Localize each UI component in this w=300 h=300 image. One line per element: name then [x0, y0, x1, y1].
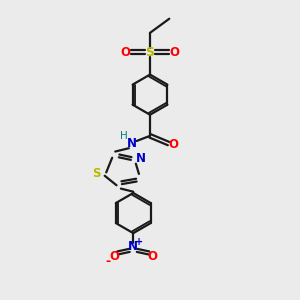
Text: N: N: [128, 240, 138, 253]
Text: N: N: [136, 152, 146, 165]
Text: S: S: [92, 167, 100, 180]
Text: O: O: [169, 46, 179, 59]
Text: O: O: [121, 46, 130, 59]
Text: O: O: [168, 138, 178, 152]
Text: S: S: [146, 46, 154, 59]
Text: -: -: [106, 255, 111, 268]
Text: O: O: [147, 250, 157, 262]
Text: H: H: [120, 131, 128, 141]
Text: +: +: [135, 237, 143, 247]
Text: O: O: [110, 250, 119, 262]
Text: N: N: [127, 137, 136, 150]
